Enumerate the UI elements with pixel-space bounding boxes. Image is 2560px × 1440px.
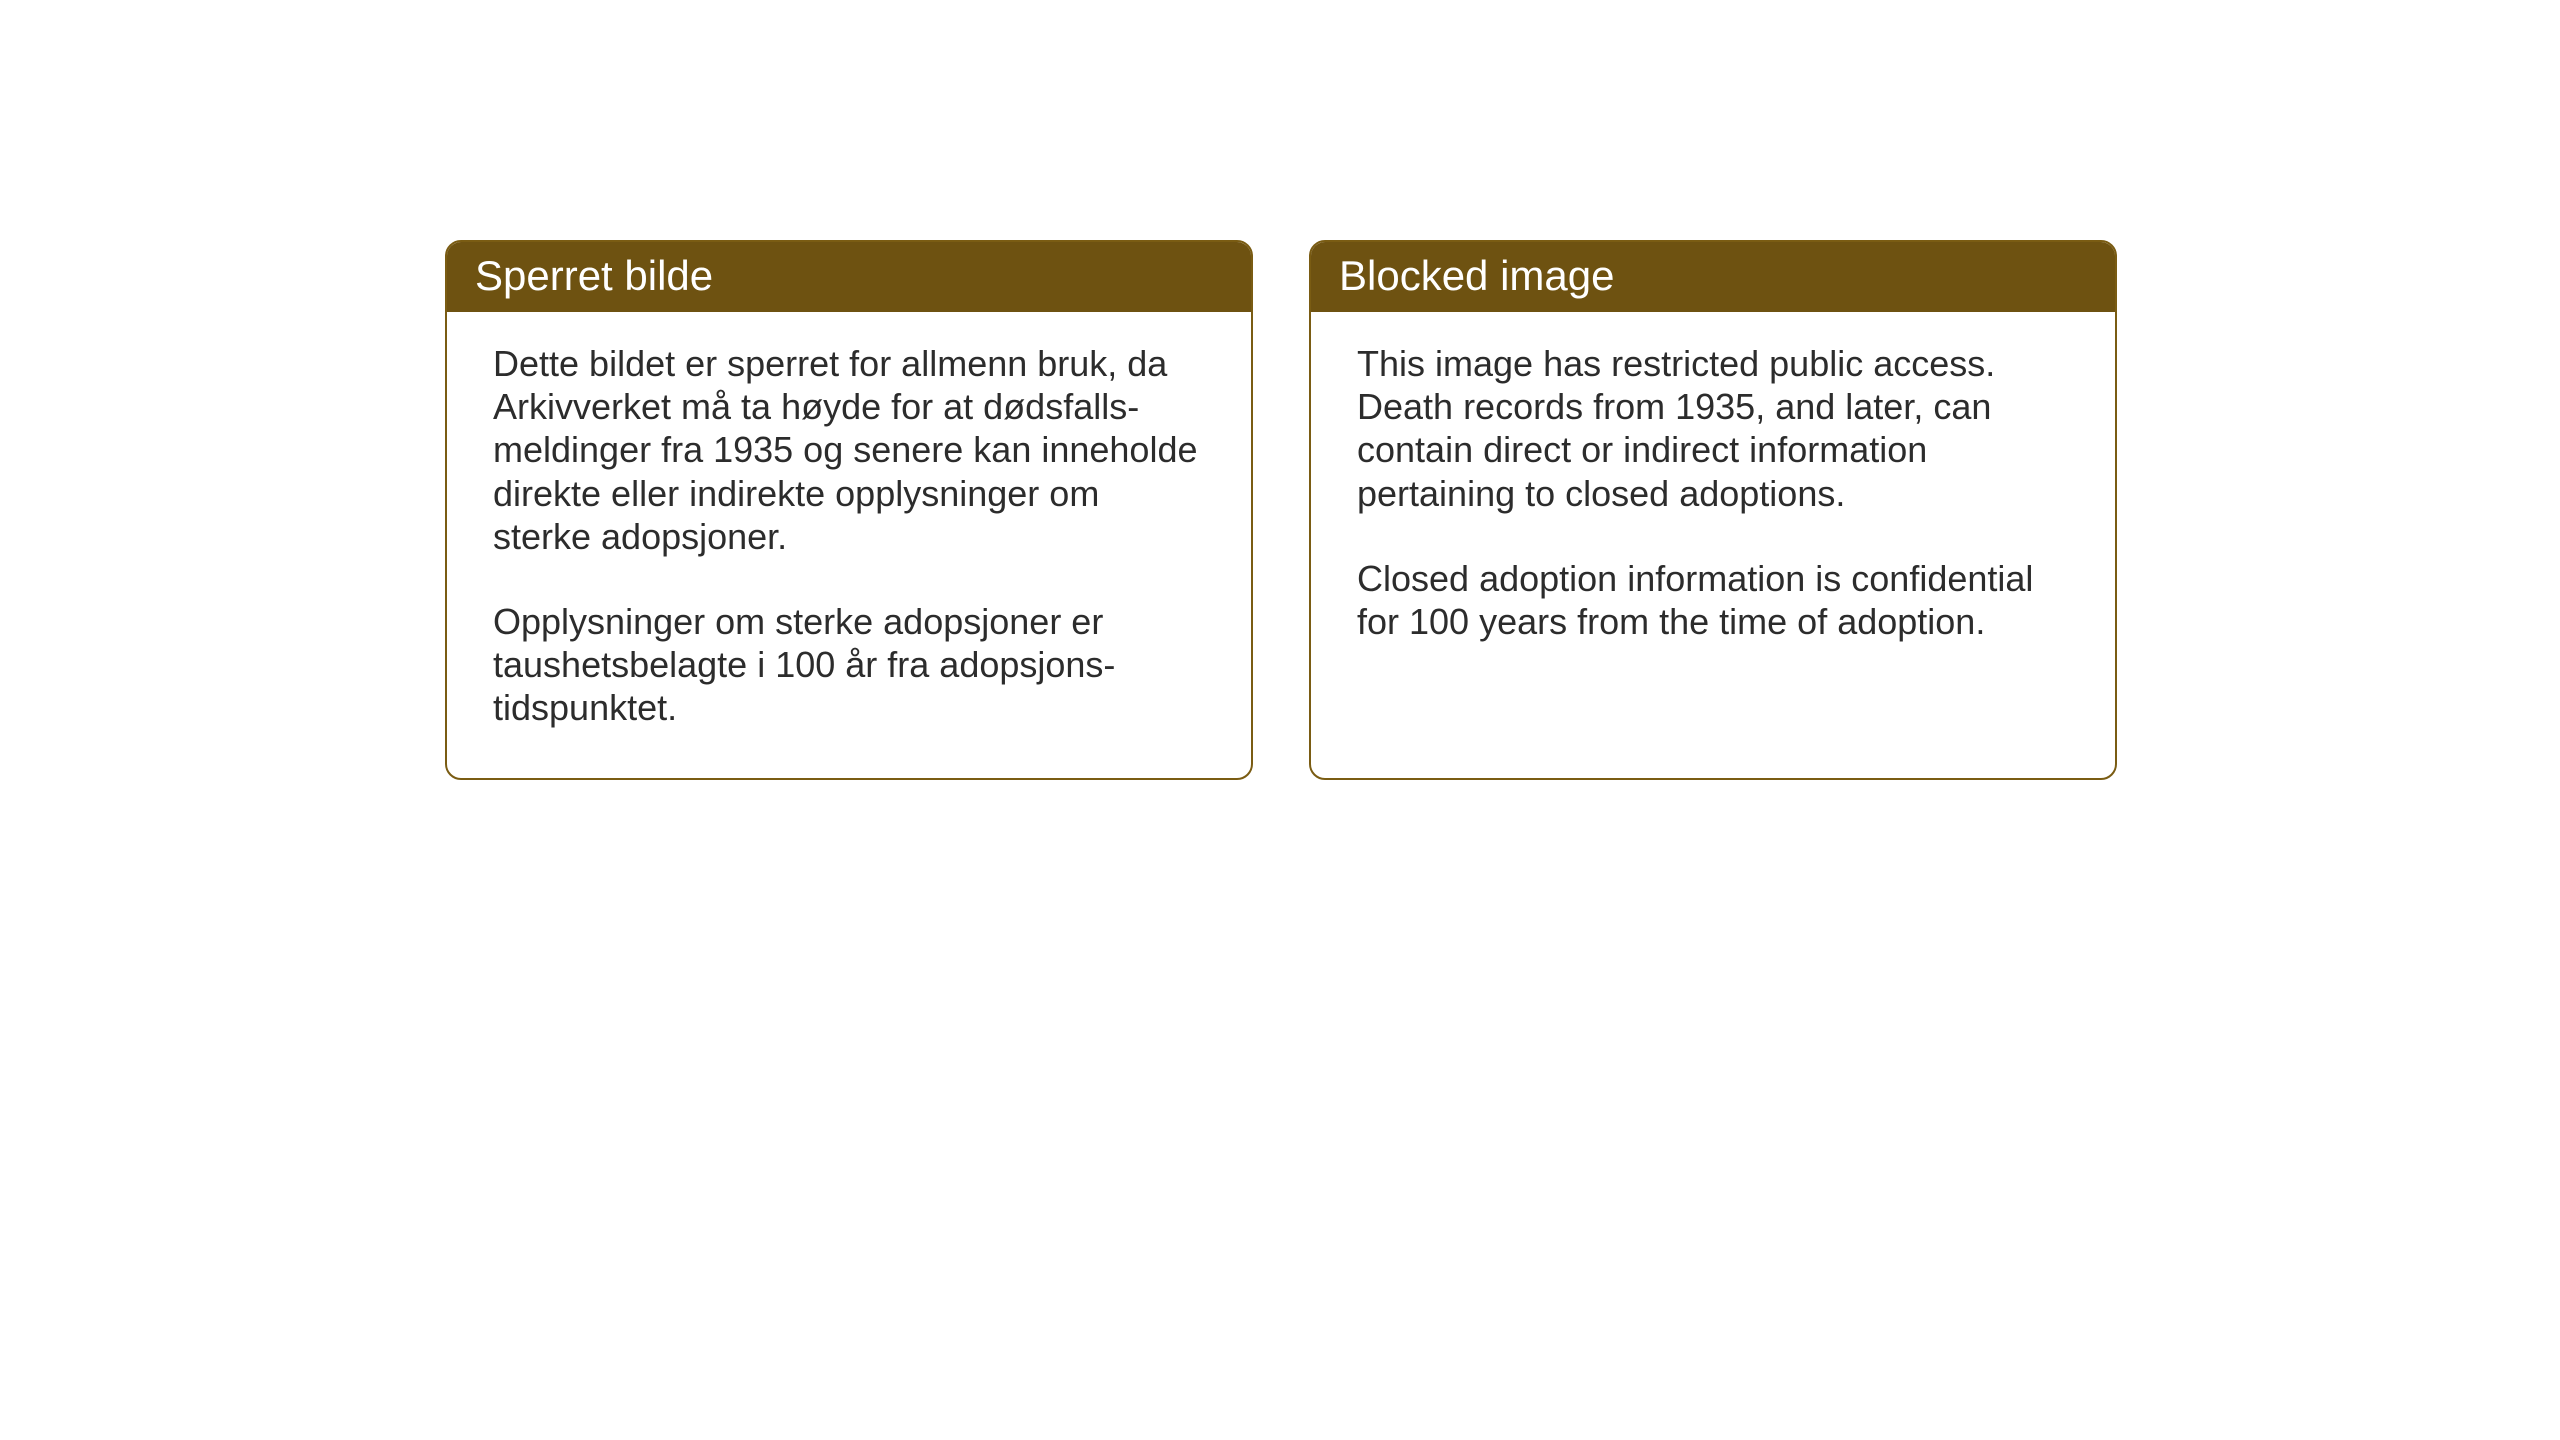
notice-container: Sperret bilde Dette bildet er sperret fo… bbox=[445, 240, 2117, 780]
card-header-norwegian: Sperret bilde bbox=[447, 242, 1251, 312]
card-header-english: Blocked image bbox=[1311, 242, 2115, 312]
card-paragraph-norwegian-2: Opplysninger om sterke adopsjoner er tau… bbox=[493, 600, 1205, 730]
card-title-norwegian: Sperret bilde bbox=[475, 252, 713, 299]
card-body-english: This image has restricted public access.… bbox=[1311, 312, 2115, 691]
card-paragraph-english-2: Closed adoption information is confident… bbox=[1357, 557, 2069, 643]
card-body-norwegian: Dette bildet er sperret for allmenn bruk… bbox=[447, 312, 1251, 778]
card-title-english: Blocked image bbox=[1339, 252, 1614, 299]
card-paragraph-norwegian-1: Dette bildet er sperret for allmenn bruk… bbox=[493, 342, 1205, 558]
notice-card-english: Blocked image This image has restricted … bbox=[1309, 240, 2117, 780]
card-paragraph-english-1: This image has restricted public access.… bbox=[1357, 342, 2069, 515]
notice-card-norwegian: Sperret bilde Dette bildet er sperret fo… bbox=[445, 240, 1253, 780]
